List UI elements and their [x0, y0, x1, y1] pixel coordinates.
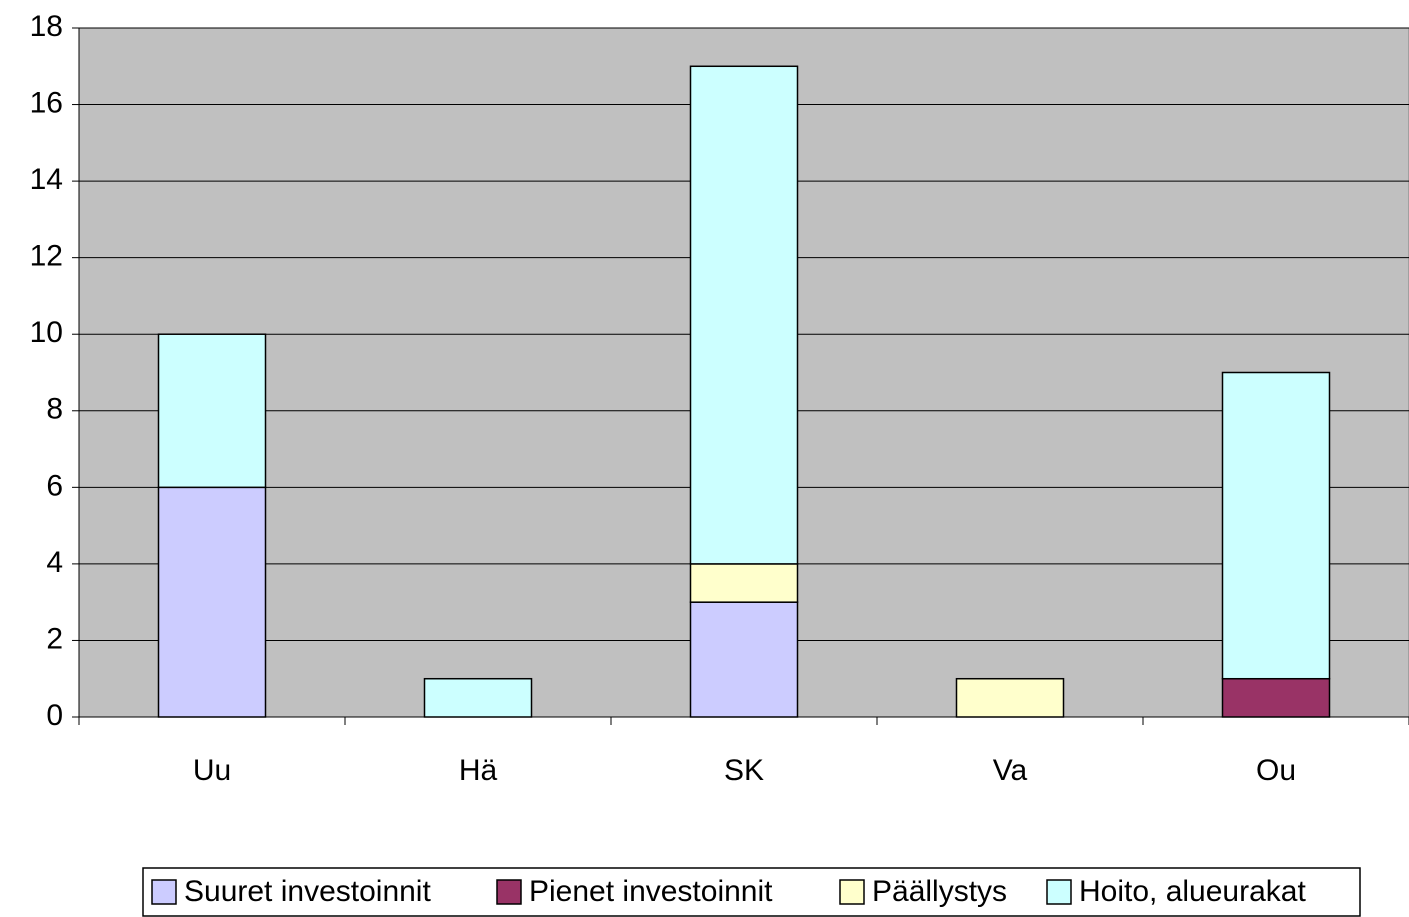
x-tick-label: Ou: [1256, 754, 1296, 787]
y-tick-label: 14: [30, 163, 63, 196]
x-tick-label: SK: [724, 754, 764, 787]
y-tick-label: 12: [30, 240, 63, 273]
y-tick-label: 4: [46, 546, 63, 579]
legend-swatch: [1046, 879, 1072, 905]
legend-swatch: [151, 879, 177, 905]
bar-segment: [689, 601, 799, 718]
bar-segment: [157, 333, 267, 489]
y-tick-label: 18: [30, 10, 63, 43]
legend-label: Suuret investoinnit: [184, 875, 431, 908]
y-tick-label: 2: [46, 622, 63, 655]
bar-segment: [1221, 371, 1331, 680]
bar-segment: [423, 677, 533, 718]
y-tick-label: 10: [30, 316, 63, 349]
bar-segment: [689, 563, 799, 603]
y-tick-label: 0: [46, 699, 63, 732]
y-tick-label: 16: [30, 86, 63, 119]
y-tick-label: 8: [46, 393, 63, 426]
bar-segment: [157, 486, 267, 718]
x-tick-label: Uu: [193, 754, 231, 787]
legend-swatch: [496, 879, 522, 905]
legend-swatch: [839, 879, 865, 905]
legend-label: Hoito, alueurakat: [1079, 875, 1306, 908]
bar-segment: [689, 65, 799, 565]
bar-segment: [1221, 677, 1331, 718]
legend-label: Päällystys: [872, 875, 1007, 908]
x-tick-label: Va: [993, 754, 1028, 787]
y-tick-label: 6: [46, 469, 63, 502]
legend-label: Pienet investoinnit: [529, 875, 773, 908]
bar-segment: [955, 677, 1065, 718]
legend: [142, 867, 1361, 917]
x-tick-label: Hä: [459, 754, 498, 787]
